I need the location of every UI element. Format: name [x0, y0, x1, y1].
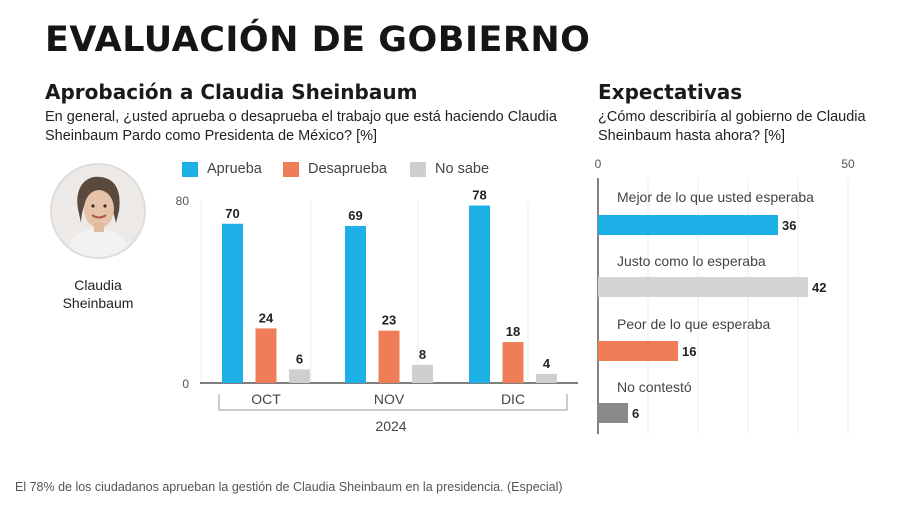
- category-label: No contestó: [617, 379, 692, 395]
- bar: [598, 277, 808, 297]
- x-tick-label: OCT: [251, 391, 281, 407]
- legend-item-nosabe: No sabe: [410, 160, 489, 178]
- bar-aprueba: [222, 223, 243, 383]
- x-tick-label: 50: [841, 157, 855, 171]
- portrait-icon: [52, 165, 144, 257]
- legend-item-desaprueba: Desaprueba: [283, 160, 387, 178]
- data-label: 6: [632, 406, 639, 421]
- bar: [598, 403, 628, 423]
- category-label: Peor de lo que esperaba: [617, 316, 771, 332]
- data-label: 16: [682, 344, 696, 359]
- approval-chart-title: Aprobación a Claudia Sheinbaum: [45, 80, 418, 104]
- year-bracket: [218, 394, 568, 411]
- data-label: 24: [259, 310, 274, 325]
- legend-label-nosabe: No sabe: [435, 161, 490, 177]
- data-label: 36: [782, 218, 796, 233]
- avatar: [50, 163, 146, 259]
- bar-desaprueba: [502, 342, 524, 383]
- bar-desaprueba: [255, 328, 277, 383]
- x-tick-label: DIC: [501, 391, 525, 407]
- x-tick-label: NOV: [374, 391, 405, 407]
- bar-desaprueba: [378, 330, 400, 383]
- data-label: 23: [382, 313, 396, 328]
- bar-no-sabe: [536, 373, 557, 383]
- bar-no-sabe: [412, 364, 433, 383]
- legend-swatch-aprueba: [182, 161, 198, 177]
- photo-caption: El 78% de los ciudadanos aprueban la ges…: [15, 480, 563, 494]
- bar: [598, 215, 778, 235]
- bar: [598, 341, 678, 361]
- legend-label-desaprueba: Desaprueba: [308, 161, 387, 177]
- x-axis-label: 2024: [375, 418, 406, 434]
- x-tick-label: 0: [595, 157, 602, 171]
- data-label: 18: [506, 324, 520, 339]
- y-tick-label: 0: [182, 377, 189, 391]
- bar-aprueba: [469, 205, 490, 383]
- legend-swatch-desaprueba: [283, 161, 299, 177]
- data-label: 70: [225, 206, 239, 221]
- legend-item-aprueba: Aprueba: [182, 160, 262, 178]
- legend-label-aprueba: Aprueba: [207, 161, 262, 177]
- avatar-name: Claudia Sheinbaum: [62, 277, 134, 311]
- page-title: EVALUACIÓN DE GOBIERNO: [45, 20, 591, 60]
- expectations-chart-title: Expectativas: [598, 80, 743, 104]
- category-label: Justo como lo esperaba: [617, 253, 766, 269]
- category-label: Mejor de lo que usted esperaba: [617, 189, 814, 205]
- bar-no-sabe: [289, 369, 310, 383]
- bar-aprueba: [345, 226, 366, 383]
- data-label: 42: [812, 280, 826, 295]
- data-label: 8: [419, 347, 426, 362]
- y-tick-label: 80: [176, 194, 190, 208]
- approval-chart-question: En general, ¿usted aprueba o desaprueba …: [45, 109, 557, 144]
- data-label: 78: [472, 188, 486, 203]
- data-label: 4: [543, 356, 551, 371]
- expectations-chart-question: ¿Cómo describiría al gobierno de Claudia…: [598, 109, 866, 144]
- data-label: 69: [348, 208, 362, 223]
- data-label: 6: [296, 351, 303, 366]
- legend-swatch-nosabe: [410, 161, 426, 177]
